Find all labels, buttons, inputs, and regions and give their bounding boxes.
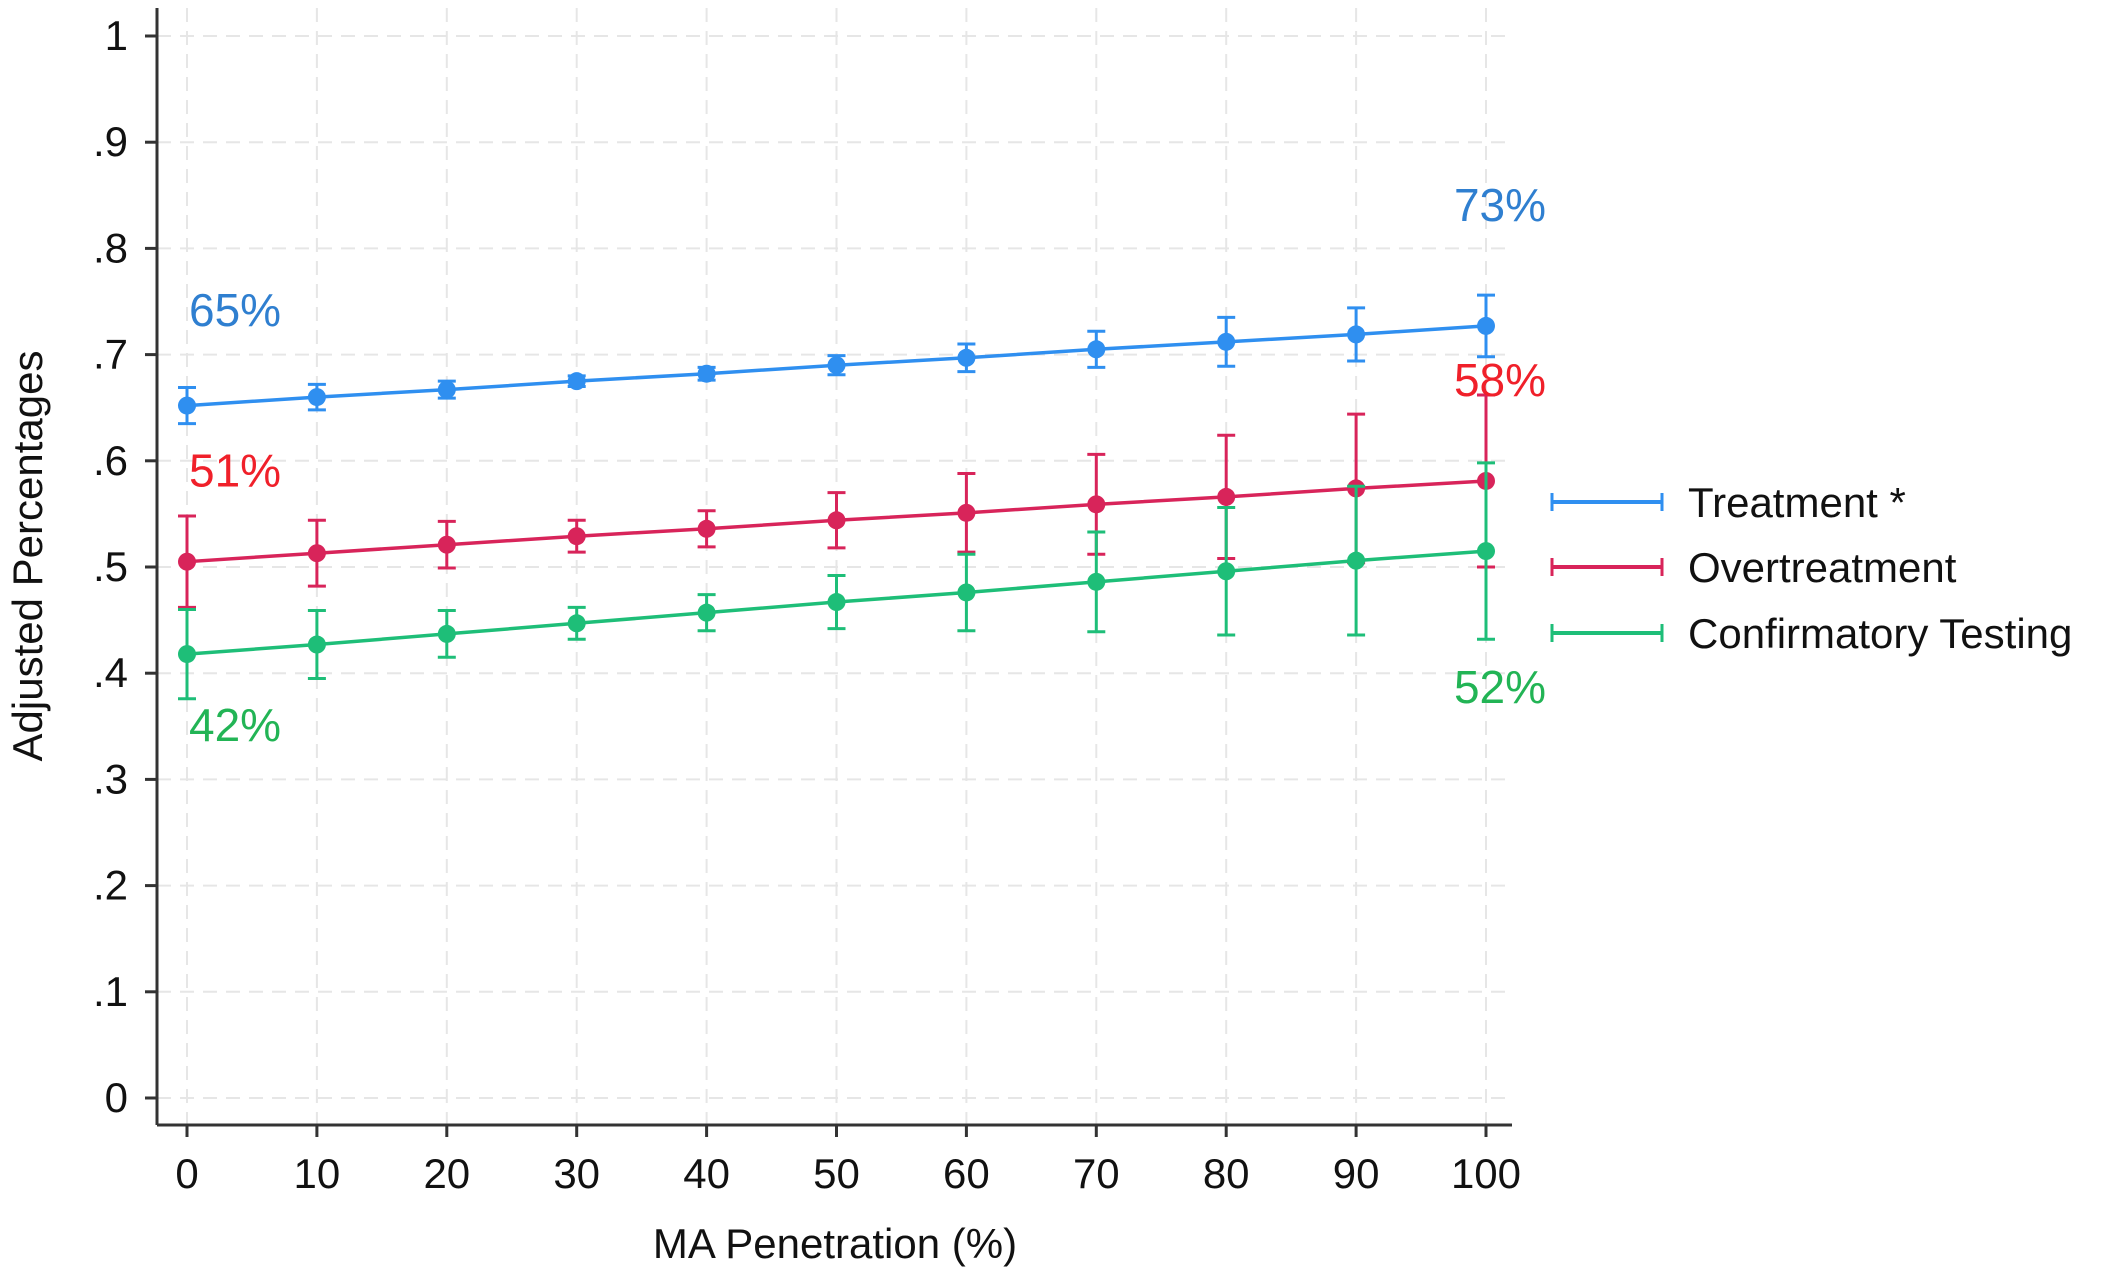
x-axis-title: MA Penetration (%) [653, 1220, 1017, 1267]
data-point [178, 645, 196, 664]
ticks: 0.1.2.3.4.5.6.7.8.910 10 20 30 40 50 60 70 80 90 1… [93, 12, 1521, 1197]
data-point [1347, 325, 1366, 344]
legend-item-1: Overtreatment [1550, 544, 1957, 591]
grid [157, 8, 1512, 1125]
legend-item-0: Treatment * [1550, 479, 1906, 526]
data-point [437, 535, 456, 554]
data-point [437, 380, 456, 399]
x-tick-label: 70 [1073, 1150, 1120, 1197]
legend-label: Confirmatory Testing [1688, 610, 2072, 657]
x-tick-label: 100 [1451, 1150, 1521, 1197]
data-point [1477, 542, 1495, 561]
x-tick-label: 20 [423, 1150, 470, 1197]
legend-label: Treatment * [1688, 479, 1906, 526]
legend: Treatment * Overtreatment Confirmatory Tes… [1550, 479, 2072, 657]
data-point [827, 593, 846, 612]
y-tick-label: .8 [93, 224, 128, 271]
data-point [697, 519, 716, 538]
annotation-label: 51% [189, 444, 281, 496]
data-point [567, 527, 586, 546]
y-tick-label: 0 [105, 1074, 128, 1121]
x-tick-label: 50 [813, 1150, 860, 1197]
annotation-label: 73% [1454, 179, 1546, 231]
data-point [827, 356, 846, 375]
data-point [1477, 316, 1495, 335]
series [178, 293, 1495, 701]
data-point [1087, 495, 1106, 514]
x-tick-label: 10 [294, 1150, 341, 1197]
y-tick-label: .4 [93, 649, 128, 696]
y-tick-label: 1 [105, 12, 128, 59]
data-point [567, 614, 586, 633]
series-2 [178, 461, 1495, 701]
y-tick-label: .2 [93, 862, 128, 909]
y-tick-label: .1 [93, 968, 128, 1015]
y-tick-label: .7 [93, 331, 128, 378]
x-tick-label: 90 [1333, 1150, 1380, 1197]
y-tick-label: .3 [93, 755, 128, 802]
y-axis-title: Adjusted Percentages [4, 351, 51, 762]
data-point [307, 544, 326, 563]
x-tick-label: 60 [943, 1150, 990, 1197]
data-point [697, 603, 716, 622]
data-point [957, 348, 976, 367]
data-point [437, 624, 456, 643]
x-tick-label: 0 [175, 1150, 198, 1197]
y-tick-label: .5 [93, 543, 128, 590]
data-point [1217, 562, 1236, 581]
data-point [1217, 332, 1236, 351]
series-0 [178, 293, 1495, 426]
data-point [567, 372, 586, 391]
data-point [178, 552, 196, 571]
x-tick-label: 40 [683, 1150, 730, 1197]
x-tick-label: 30 [553, 1150, 600, 1197]
data-point [1087, 340, 1106, 359]
legend-label: Overtreatment [1688, 544, 1957, 591]
data-point [957, 503, 976, 522]
annotations: 65% 73% 51% 58% 42% 52% [189, 179, 1546, 751]
data-point [827, 511, 846, 530]
data-point [957, 583, 976, 602]
data-point [1347, 551, 1366, 570]
y-tick-label: .6 [93, 437, 128, 484]
x-tick-label: 80 [1203, 1150, 1250, 1197]
annotation-label: 42% [189, 699, 281, 751]
annotation-label: 58% [1454, 354, 1546, 406]
data-point [178, 396, 196, 415]
data-point [307, 388, 326, 407]
data-point [1217, 487, 1236, 506]
y-tick-label: .9 [93, 118, 128, 165]
data-point [307, 635, 326, 654]
annotation-label: 65% [189, 284, 281, 336]
data-point [1087, 572, 1106, 591]
annotation-label: 52% [1454, 661, 1546, 713]
data-point [697, 364, 716, 383]
legend-item-2: Confirmatory Testing [1550, 610, 2072, 657]
